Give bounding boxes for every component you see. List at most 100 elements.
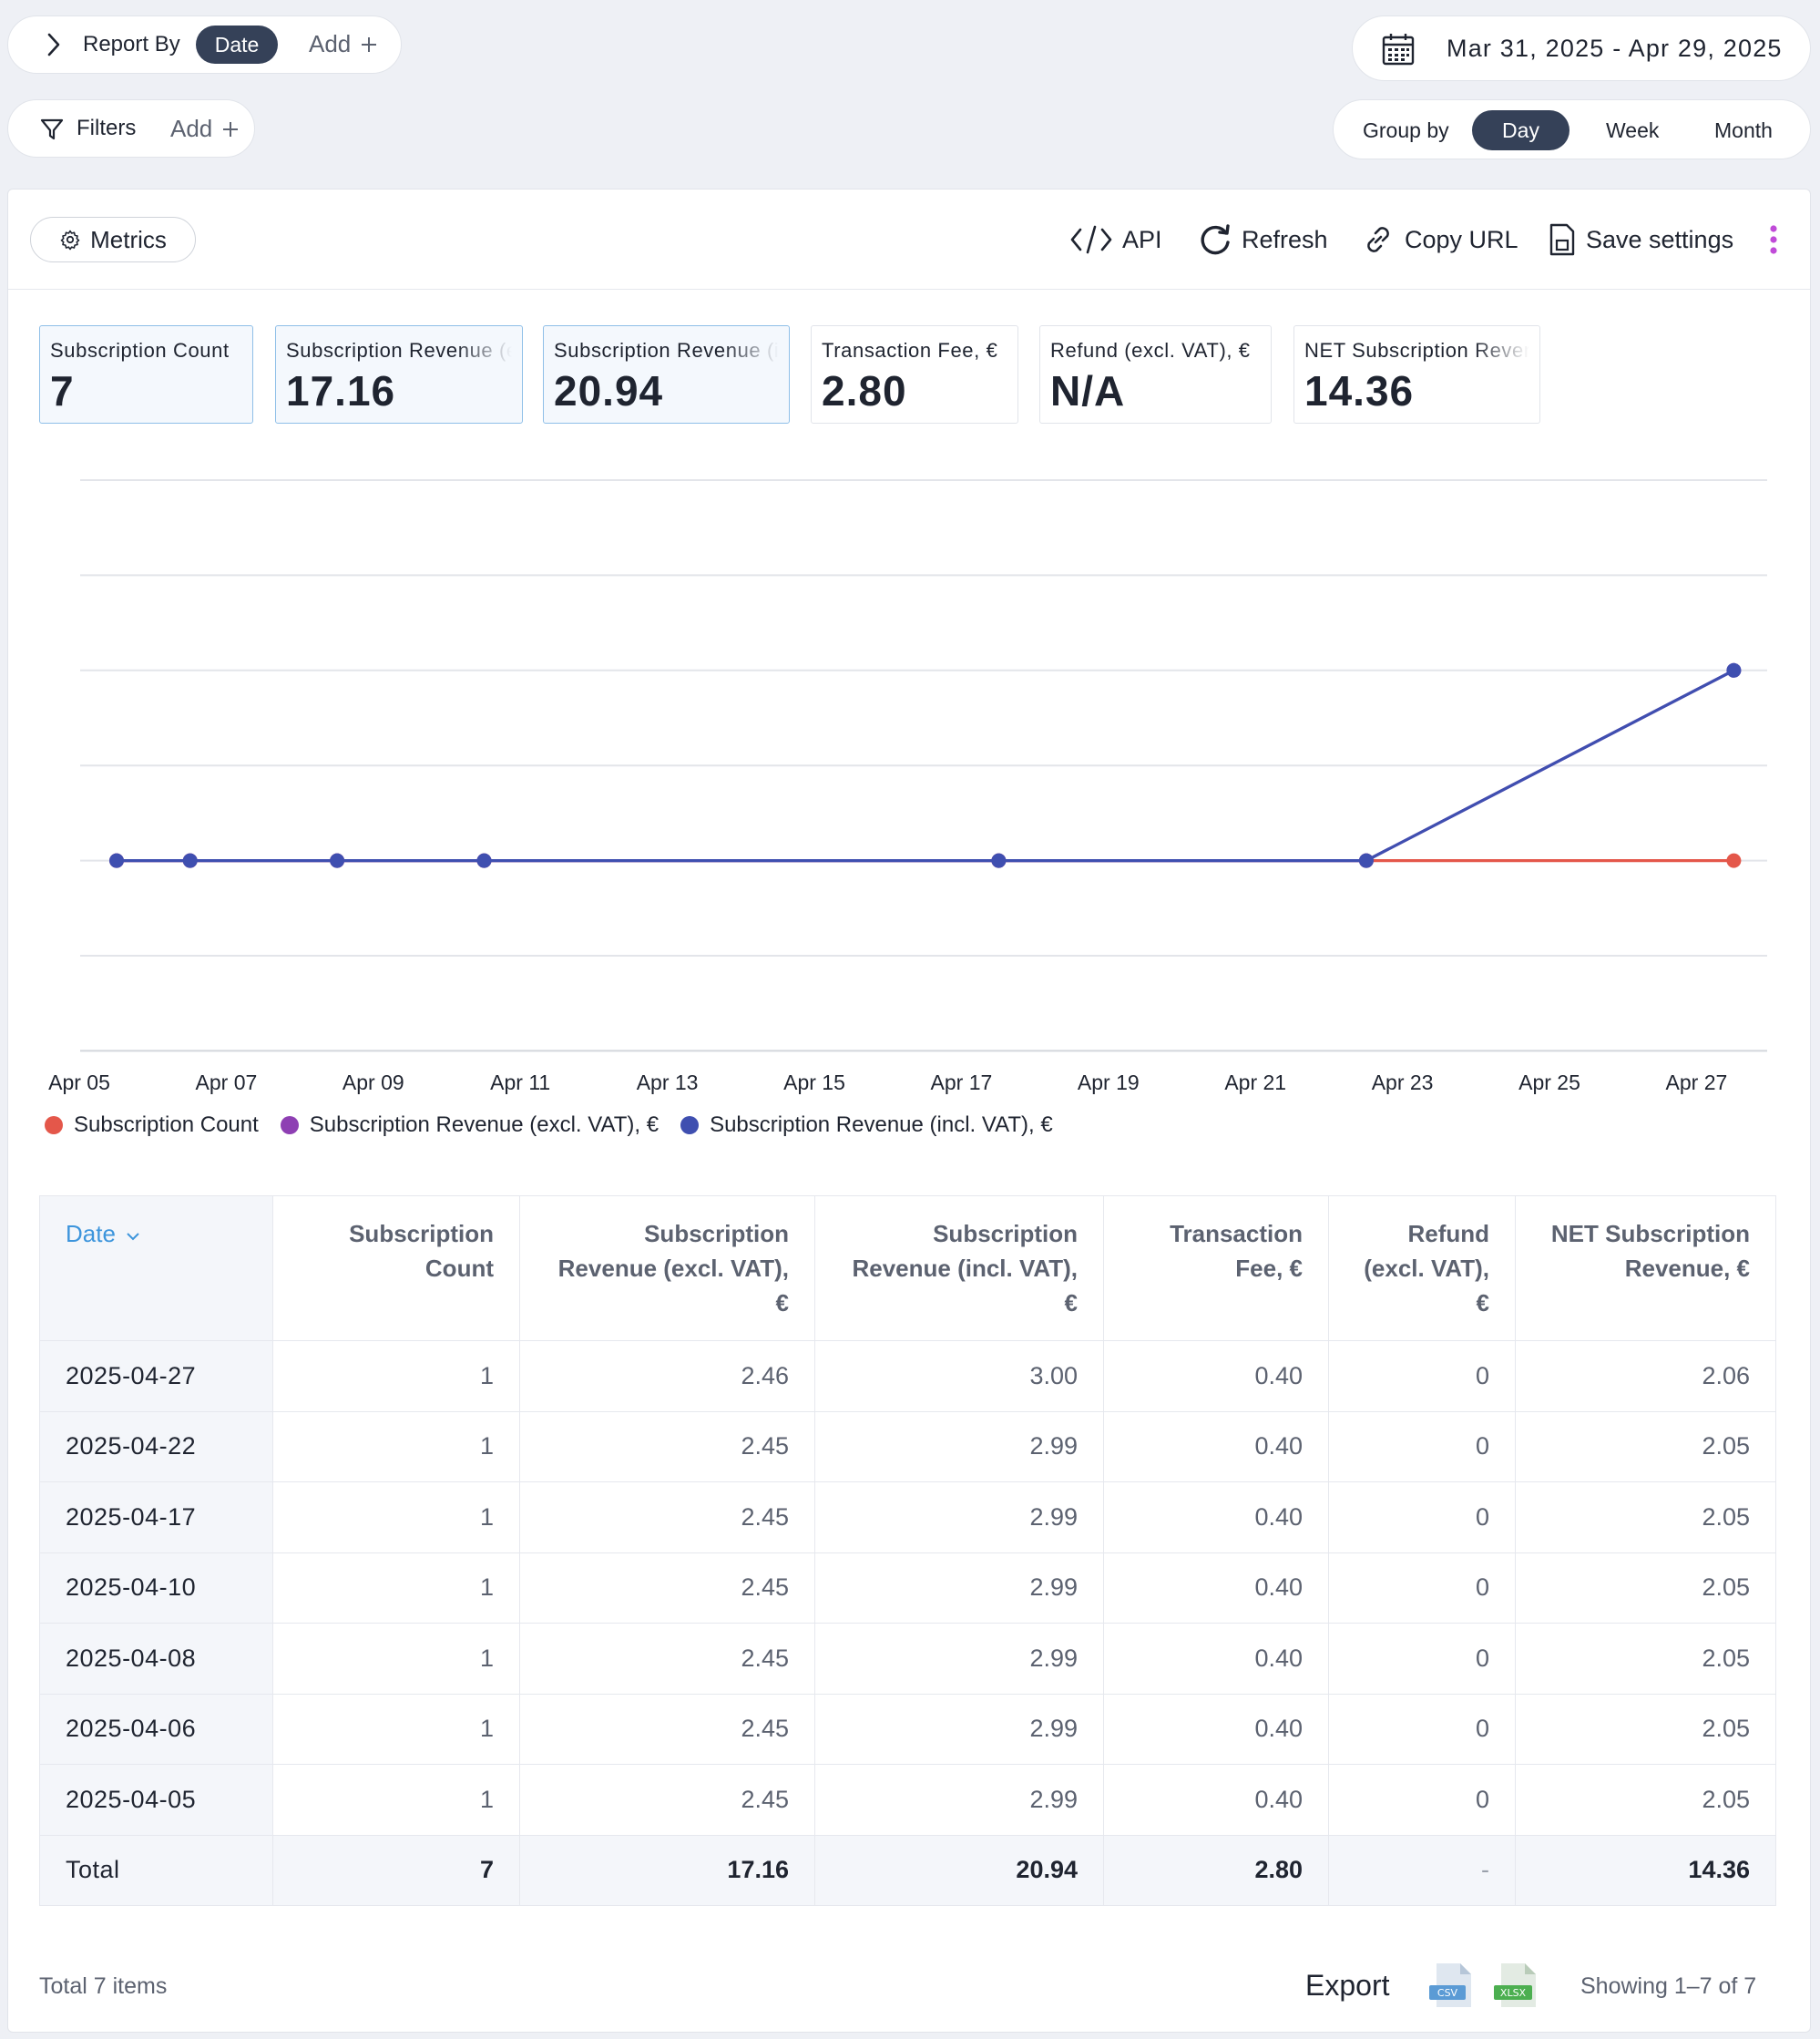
legend-dot <box>280 1116 299 1134</box>
x-tick-label: Apr 09 <box>343 1071 404 1094</box>
csv-export-icon[interactable]: CSV <box>1429 1962 1475 2009</box>
legend-item-revenue-excl-vat[interactable]: Subscription Revenue (excl. VAT), € <box>280 1112 659 1138</box>
metric-card-value: 20.94 <box>554 367 664 415</box>
group-by-month[interactable]: Month <box>1714 118 1773 142</box>
column-header-subscription-count[interactable]: Subscription Count <box>272 1195 520 1341</box>
save-settings-label: Save settings <box>1586 225 1734 253</box>
cell-refund: 0 <box>1328 1623 1516 1695</box>
total-cell-revenue-incl-vat: 20.94 <box>814 1834 1104 1906</box>
cell-revenue-incl-vat: 2.99 <box>814 1764 1104 1836</box>
table-row[interactable]: 2025-04-17 1 2.45 2.99 0.40 0 2.05 <box>39 1481 1776 1553</box>
cell-revenue-excl-vat: 2.45 <box>519 1410 815 1482</box>
legend-label: Subscription Count <box>74 1112 259 1137</box>
cell-net-revenue: 2.05 <box>1515 1552 1776 1624</box>
column-header-net-revenue[interactable]: NET Subscription Revenue, € <box>1515 1195 1776 1341</box>
metric-card-value: 17.16 <box>286 367 396 415</box>
metric-card-revenue-excl-vat[interactable]: Subscription Revenue (excl. VAT), € 17.1… <box>275 325 523 424</box>
table-header-row: Date Subscription Count Subscription Rev… <box>39 1195 1776 1341</box>
cell-net-revenue: 2.05 <box>1515 1693 1776 1765</box>
total-cell-refund: - <box>1328 1834 1516 1906</box>
csv-icon-text: CSV <box>1437 1987 1458 1999</box>
legend-dot <box>45 1116 63 1134</box>
cell-transaction-fee: 0.40 <box>1103 1693 1329 1765</box>
data-point[interactable] <box>330 853 345 868</box>
copy-url-button[interactable]: Copy URL <box>1361 217 1518 262</box>
metric-card-transaction-fee[interactable]: Transaction Fee, € 2.80 <box>811 325 1018 424</box>
filters-label[interactable]: Filters <box>77 116 137 140</box>
cell-revenue-excl-vat: 2.45 <box>519 1481 815 1553</box>
save-settings-button[interactable]: Save settings <box>1548 217 1733 262</box>
data-point[interactable] <box>476 853 492 868</box>
report-by-date-chip[interactable]: Date <box>196 26 278 64</box>
api-button[interactable]: API <box>1069 217 1162 262</box>
column-header-transaction-fee[interactable]: Transaction Fee, € <box>1103 1195 1329 1341</box>
legend-label: Subscription Revenue (incl. VAT), € <box>710 1112 1053 1137</box>
chart-legend: Subscription Count Subscription Revenue … <box>45 1109 1053 1142</box>
total-cell-subscription-count: 7 <box>272 1834 520 1906</box>
cell-date: 2025-04-08 <box>39 1623 273 1695</box>
cell-net-revenue: 2.06 <box>1515 1340 1776 1412</box>
data-point[interactable] <box>1726 853 1742 868</box>
report-by-add[interactable]: Add <box>309 30 378 58</box>
x-tick-label: Apr 19 <box>1078 1071 1140 1094</box>
metric-card-subscription-count[interactable]: Subscription Count 7 <box>39 325 253 424</box>
column-header-date[interactable]: Date <box>39 1195 273 1341</box>
code-icon <box>1070 225 1112 254</box>
table-row[interactable]: 2025-04-06 1 2.45 2.99 0.40 0 2.05 <box>39 1693 1776 1765</box>
filter-icon <box>39 117 65 147</box>
x-tick-label: Apr 21 <box>1224 1071 1286 1094</box>
legend-item-subscription-count[interactable]: Subscription Count <box>45 1112 259 1138</box>
metric-card-label: Subscription Count <box>50 339 230 362</box>
more-options-icon[interactable] <box>1768 224 1779 255</box>
column-header-refund[interactable]: Refund (excl. VAT), € <box>1328 1195 1516 1341</box>
cell-revenue-incl-vat: 2.99 <box>814 1410 1104 1482</box>
table-row[interactable]: 2025-04-10 1 2.45 2.99 0.40 0 2.05 <box>39 1552 1776 1624</box>
x-tick-label: Apr 13 <box>637 1071 699 1094</box>
refresh-button[interactable]: Refresh <box>1198 217 1328 262</box>
column-header-revenue-excl-vat[interactable]: Subscription Revenue (excl. VAT), € <box>519 1195 815 1341</box>
cell-refund: 0 <box>1328 1552 1516 1624</box>
cell-net-revenue: 2.05 <box>1515 1623 1776 1695</box>
group-by-control: Group by Day Week Month <box>1333 99 1811 159</box>
data-point[interactable] <box>991 853 1007 868</box>
data-point[interactable] <box>1358 853 1374 868</box>
cell-subscription-count: 1 <box>272 1764 520 1836</box>
metric-card-refund[interactable]: Refund (excl. VAT), € N/A <box>1039 325 1272 424</box>
cell-refund: 0 <box>1328 1481 1516 1553</box>
group-by-label: Group by <box>1363 118 1449 142</box>
table-row[interactable]: 2025-04-05 1 2.45 2.99 0.40 0 2.05 <box>39 1764 1776 1836</box>
chevron-down-icon <box>127 1233 139 1241</box>
cell-transaction-fee: 0.40 <box>1103 1552 1329 1624</box>
x-tick-label: Apr 25 <box>1518 1071 1580 1094</box>
table-row[interactable]: 2025-04-27 1 2.46 3.00 0.40 0 2.06 <box>39 1340 1776 1412</box>
group-by-day[interactable]: Day <box>1472 110 1569 150</box>
metric-card-revenue-incl-vat[interactable]: Subscription Revenue (incl. VAT), € 20.9… <box>543 325 790 424</box>
xlsx-export-icon[interactable]: XLSX <box>1494 1962 1539 2009</box>
metrics-button[interactable]: Metrics <box>30 217 196 262</box>
cell-transaction-fee: 0.40 <box>1103 1481 1329 1553</box>
metric-card-label: NET Subscription Revenue, € <box>1304 339 1539 362</box>
legend-label: Subscription Revenue (excl. VAT), € <box>309 1112 659 1137</box>
metrics-label: Metrics <box>90 225 167 253</box>
date-range-picker[interactable]: Mar 31, 2025 - Apr 29, 2025 <box>1352 15 1811 81</box>
data-point[interactable] <box>182 853 198 868</box>
cell-transaction-fee: 0.40 <box>1103 1623 1329 1695</box>
x-tick-label: Apr 11 <box>490 1071 550 1094</box>
cell-revenue-incl-vat: 2.99 <box>814 1481 1104 1553</box>
metric-card-net-revenue[interactable]: NET Subscription Revenue, € 14.36 <box>1293 325 1540 424</box>
column-header-revenue-incl-vat[interactable]: Subscription Revenue (incl. VAT), € <box>814 1195 1104 1341</box>
metric-card-value: 2.80 <box>822 367 907 415</box>
legend-item-revenue-incl-vat[interactable]: Subscription Revenue (incl. VAT), € <box>680 1112 1053 1138</box>
save-icon <box>1549 223 1575 256</box>
filters-add[interactable]: Add <box>170 115 240 143</box>
data-point[interactable] <box>1726 662 1742 678</box>
report-by-add-label: Add <box>309 30 352 57</box>
table-row[interactable]: 2025-04-08 1 2.45 2.99 0.40 0 2.05 <box>39 1623 1776 1695</box>
group-by-week[interactable]: Week <box>1606 118 1660 142</box>
table-row[interactable]: 2025-04-22 1 2.45 2.99 0.40 0 2.05 <box>39 1410 1776 1482</box>
metric-card-value: 7 <box>50 367 75 415</box>
cell-revenue-incl-vat: 2.99 <box>814 1552 1104 1624</box>
cell-date: 2025-04-06 <box>39 1693 273 1765</box>
chevron-right-icon[interactable] <box>45 32 63 62</box>
data-point[interactable] <box>109 853 124 868</box>
